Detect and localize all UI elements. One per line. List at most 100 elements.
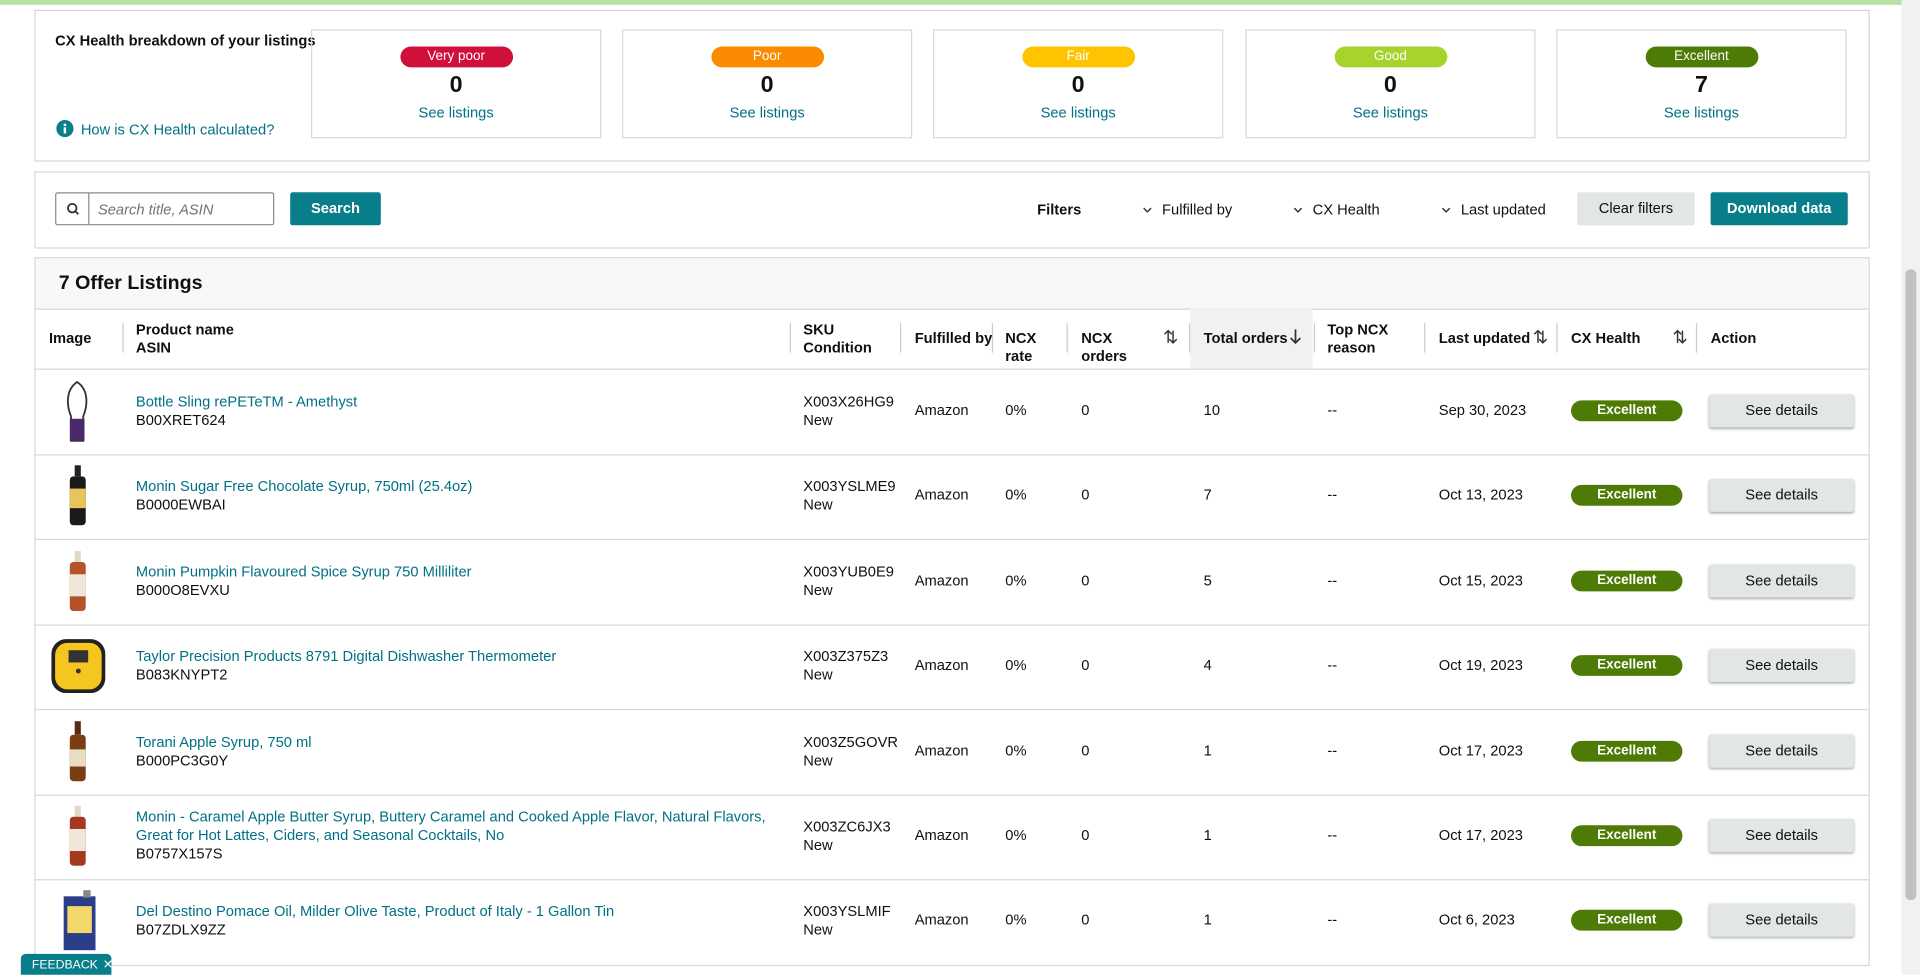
- search-button[interactable]: Search: [290, 192, 381, 226]
- product-name-link[interactable]: Del Destino Pomace Oil, Milder Olive Tas…: [135, 902, 615, 921]
- scrollbar[interactable]: [1901, 0, 1920, 975]
- product-name-link[interactable]: Torani Apple Syrup, 750 ml: [135, 732, 312, 751]
- see-listings-link[interactable]: See listings: [1663, 104, 1740, 122]
- column-separator: [789, 323, 792, 353]
- filter-dropdown[interactable]: Last updated: [1441, 201, 1546, 218]
- cx-badge: Very poor: [399, 46, 513, 68]
- filter-dropdown[interactable]: Fulfilled by: [1142, 201, 1232, 218]
- sku: X003ZC6JX3: [803, 817, 891, 836]
- asin: B000PC3G0Y: [135, 751, 229, 769]
- cx-card: Very poor 0 See listings: [311, 29, 602, 139]
- column-header[interactable]: Last updated: [1439, 329, 1537, 347]
- column-header: Top NCX reason: [1327, 321, 1413, 358]
- sku-cell: X003ZC6JX3 New: [803, 818, 890, 855]
- clear-filters-button[interactable]: Clear filters: [1577, 192, 1695, 226]
- header-rule: [35, 368, 1869, 370]
- header-label: Top NCX reason: [1327, 320, 1389, 357]
- cx-count: 0: [1071, 72, 1085, 98]
- asin: B0000EWBAI: [135, 496, 226, 514]
- condition: New: [803, 836, 833, 854]
- feedback-tab[interactable]: FEEDBACK ✕: [20, 953, 113, 975]
- fulfilled-by: Amazon: [914, 911, 969, 929]
- ncx-rate: 0%: [1005, 401, 1027, 419]
- sort-icon[interactable]: [1288, 328, 1303, 351]
- sku: X003YUB0E9: [803, 563, 894, 581]
- header-label: CX Health: [1571, 329, 1641, 347]
- cx-health-badge: Excellent: [1571, 825, 1683, 847]
- see-details-button[interactable]: See details: [1709, 394, 1854, 428]
- see-details-button[interactable]: See details: [1709, 904, 1854, 938]
- last-updated: Oct 17, 2023: [1438, 741, 1523, 759]
- cx-badge: Good: [1334, 46, 1447, 68]
- see-listings-link[interactable]: See listings: [1040, 104, 1116, 122]
- cx-count: 7: [1694, 72, 1708, 98]
- total-orders: 7: [1203, 486, 1212, 504]
- last-updated: Oct 19, 2023: [1438, 656, 1523, 674]
- cx-health-badge: Excellent: [1571, 570, 1683, 592]
- column-header: NCX rate: [1005, 329, 1066, 366]
- cx-count: 0: [449, 72, 463, 98]
- product-cell: Del Destino Pomace Oil, Milder Olive Tas…: [136, 903, 779, 940]
- sku-cell: X003X26HG9 New: [803, 393, 894, 430]
- total-orders: 4: [1203, 656, 1212, 674]
- sku: X003YSLME9: [803, 478, 896, 496]
- top-ncx-reason: --: [1327, 911, 1338, 929]
- column-header[interactable]: Total orders: [1204, 329, 1290, 347]
- product-name-link[interactable]: Monin Sugar Free Chocolate Syrup, 750ml …: [135, 478, 473, 496]
- sort-icon[interactable]: [1673, 328, 1688, 351]
- product-name-link[interactable]: Monin Pumpkin Flavoured Spice Syrup 750 …: [135, 563, 472, 581]
- asin: B07ZDLX9ZZ: [135, 921, 226, 939]
- column-header: Product name ASIN: [136, 321, 773, 358]
- column-separator: [991, 323, 994, 353]
- product-cell: Monin Sugar Free Chocolate Syrup, 750ml …: [136, 478, 779, 515]
- fulfilled-by: Amazon: [914, 656, 969, 674]
- header-label: SKU: [803, 320, 835, 338]
- cx-card: Fair 0 See listings: [933, 29, 1224, 139]
- column-header: Image: [49, 329, 116, 347]
- filter-label: CX Health: [1312, 200, 1380, 218]
- download-button[interactable]: Download data: [1710, 192, 1848, 226]
- ncx-orders: 0: [1081, 911, 1090, 929]
- sort-icon[interactable]: [1533, 328, 1548, 351]
- column-header[interactable]: CX Health: [1571, 329, 1669, 347]
- scroll-thumb[interactable]: [1905, 269, 1917, 901]
- filter-dropdown[interactable]: CX Health: [1293, 201, 1380, 218]
- help-link[interactable]: How is CX Health calculated?: [80, 121, 275, 139]
- see-details-button[interactable]: See details: [1709, 479, 1854, 513]
- column-header[interactable]: NCX orders: [1081, 329, 1154, 366]
- ncx-rate: 0%: [1005, 911, 1027, 929]
- see-details-button[interactable]: See details: [1709, 734, 1854, 768]
- product-image: [59, 889, 101, 959]
- header-label: Action: [1710, 329, 1757, 347]
- total-orders: 1: [1203, 826, 1212, 844]
- header-label: Product name: [135, 320, 234, 338]
- see-listings-link[interactable]: See listings: [729, 104, 805, 122]
- ncx-orders: 0: [1081, 401, 1090, 419]
- header-label: Last updated: [1438, 329, 1531, 347]
- see-details-button[interactable]: See details: [1709, 649, 1854, 683]
- product-name-link[interactable]: Taylor Precision Products 8791 Digital D…: [135, 647, 557, 666]
- search-box[interactable]: Search title, ASIN: [55, 192, 275, 226]
- last-updated: Oct 13, 2023: [1438, 486, 1523, 504]
- see-listings-link[interactable]: See listings: [418, 104, 494, 122]
- product-name-link[interactable]: Monin - Caramel Apple Butter Syrup, Butt…: [135, 808, 766, 844]
- sku-cell: X003Z5GOVR New: [803, 733, 898, 770]
- sort-icon[interactable]: [1163, 328, 1178, 351]
- sku: X003YSLMIF: [803, 902, 891, 921]
- product-cell: Bottle Sling rePETeTM - Amethyst B00XRET6…: [136, 393, 779, 430]
- see-details-button[interactable]: See details: [1709, 819, 1854, 853]
- chevron: [1293, 207, 1303, 213]
- column-separator: [1188, 323, 1191, 353]
- listings-panel: 7 Offer Listings: [34, 257, 1870, 967]
- product-name-link[interactable]: Bottle Sling rePETeTM - Amethyst: [135, 393, 358, 411]
- sku-cell: X003YSLME9 New: [803, 478, 895, 515]
- column-separator: [1556, 323, 1558, 353]
- see-details-button[interactable]: See details: [1709, 564, 1854, 598]
- cx-card: Excellent 7 See listings: [1556, 29, 1847, 139]
- see-listings-link[interactable]: See listings: [1352, 104, 1428, 122]
- last-updated: Oct 17, 2023: [1438, 826, 1523, 844]
- column-separator: [1695, 323, 1698, 353]
- asin: B000O8EVXU: [135, 581, 230, 599]
- product-cell: Torani Apple Syrup, 750 ml B000PC3G0Y: [136, 733, 779, 770]
